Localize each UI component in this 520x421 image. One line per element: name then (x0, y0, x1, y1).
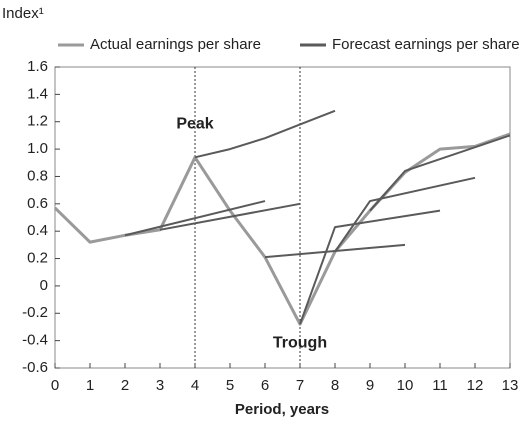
data-line (369, 134, 511, 212)
legend-label: Actual earnings per share (90, 36, 261, 53)
x-tick-label: 7 (296, 377, 304, 394)
y-tick-label: -0.4 (22, 332, 48, 349)
x-axis-label: Period, years (235, 401, 329, 418)
x-tick-label: 8 (331, 377, 339, 394)
annotation: Trough (273, 335, 327, 352)
y-tick-label: 1.4 (27, 85, 48, 102)
y-tick-label: 1.6 (27, 58, 48, 75)
y-tick-label: 0.6 (27, 195, 48, 212)
x-tick-label: 2 (121, 377, 129, 394)
y-tick-label: 1.2 (27, 113, 48, 130)
y-tick-label: -0.6 (22, 359, 48, 376)
y-tick-label: 0 (40, 277, 48, 294)
y-tick-label: 1.0 (27, 140, 48, 157)
x-tick-label: 1 (86, 377, 94, 394)
x-tick-label: 3 (156, 377, 164, 394)
data-line (53, 132, 511, 326)
annotation: Peak (176, 116, 213, 133)
x-tick-label: 6 (261, 377, 269, 394)
y-axis-label: Index¹ (2, 5, 44, 22)
x-tick-label: 13 (502, 377, 519, 394)
data-line (334, 176, 476, 253)
plot-frame (54, 66, 511, 369)
data-line (194, 109, 336, 159)
data-line (124, 200, 266, 237)
y-tick-label: -0.2 (22, 304, 48, 321)
x-tick-label: 11 (432, 377, 448, 394)
x-tick-label: 10 (397, 377, 414, 394)
data-line (159, 202, 301, 231)
x-tick-label: 5 (226, 377, 234, 394)
data-line (299, 209, 441, 325)
y-tick-label: 0.8 (27, 167, 48, 184)
legend-label: Forecast earnings per share (332, 36, 520, 53)
x-tick-label: 12 (467, 377, 484, 394)
y-tick-label: 0.4 (27, 222, 48, 239)
x-tick-label: 0 (51, 377, 59, 394)
y-tick-label: 0.2 (27, 250, 48, 267)
x-tick-label: 4 (191, 377, 199, 394)
x-tick-label: 9 (366, 377, 374, 394)
